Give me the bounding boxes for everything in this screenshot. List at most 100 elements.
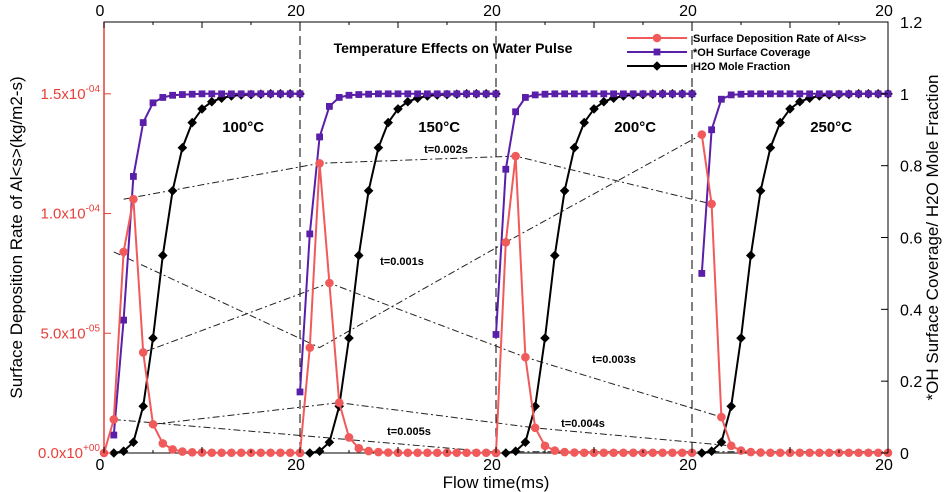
mole-fraction-point (393, 104, 403, 114)
mole-fraction-point (569, 142, 580, 153)
coverage-point (345, 91, 353, 99)
coverage-point (237, 90, 245, 98)
time-guide-line (123, 155, 712, 205)
deposition-point (854, 448, 863, 458)
x-tick-label-bottom: 20 (875, 457, 893, 474)
coverage-point (522, 94, 529, 101)
y-left-axis-title: Surface Deposition Rate of Al<s>(kg/m2-s… (7, 76, 26, 398)
coverage-point (865, 90, 872, 98)
y-left-tick-label: 1.5x10-04 (41, 84, 101, 103)
coverage-point (188, 90, 196, 98)
mole-fraction-point (589, 104, 599, 114)
deposition-point (256, 448, 266, 458)
deposition-point (266, 448, 275, 458)
mole-fraction-point (706, 446, 717, 457)
coverage-point (737, 90, 745, 98)
coverage-point (296, 388, 304, 396)
temperature-label: 150°C (418, 119, 460, 136)
deposition-point (403, 448, 413, 458)
mole-fraction-point (197, 104, 207, 114)
y-left-tick-label: 1.0x10-04 (41, 204, 101, 223)
coverage-point (610, 90, 617, 98)
coverage-point (463, 90, 470, 98)
legend-mole-fraction-label: H2O Mole Fraction (693, 61, 790, 73)
y-right-tick-label: 1.2 (900, 15, 922, 32)
time-guide-label: t=0.002s (424, 144, 468, 156)
deposition-point (726, 441, 736, 451)
deposition-point (462, 448, 471, 458)
deposition-point (619, 448, 628, 458)
coverage-point (806, 90, 813, 98)
time-guide-line (113, 134, 703, 349)
deposition-point (383, 448, 393, 457)
deposition-point (452, 448, 462, 458)
coverage-point (600, 90, 608, 98)
deposition-point (158, 439, 168, 448)
mole-fraction-point (187, 117, 197, 128)
deposition-point (717, 412, 726, 422)
deposition-point (815, 448, 824, 458)
mole-fraction-point (736, 333, 746, 343)
deposition-point (285, 448, 295, 458)
deposition-point (472, 448, 481, 458)
deposition-point (325, 278, 334, 288)
coverage-point (316, 133, 323, 141)
coverage-point (424, 90, 431, 98)
deposition-point (530, 423, 540, 433)
coverage-point (247, 90, 255, 98)
legend-mole-fraction-marker (652, 61, 662, 71)
mole-fraction-point (755, 186, 766, 196)
deposition-point (844, 448, 854, 458)
coverage-point (551, 90, 559, 98)
deposition-point (334, 398, 344, 408)
coverage-point (286, 90, 294, 98)
mole-fraction-point (324, 437, 335, 448)
deposition-point (413, 448, 422, 458)
deposition-point (795, 448, 805, 458)
mole-fraction-point (403, 96, 413, 107)
mole-fraction-point (207, 96, 217, 107)
coverage-point (708, 126, 715, 134)
deposition-point (129, 194, 138, 204)
y-right-axis-title: *OH Surface Coverage/ H2O Mole Fraction (923, 75, 942, 401)
deposition-point (344, 433, 354, 442)
coverage-point (825, 90, 833, 98)
legend: Surface Deposition Rate of Al<s> *OH Surf… (627, 33, 866, 73)
coverage-point (727, 91, 735, 99)
temperature-label: 100°C (222, 119, 264, 136)
deposition-point (481, 448, 491, 458)
x-tick-label-top: 20 (483, 3, 501, 20)
time-guide-label: t=0.001s (380, 256, 424, 268)
y-right-tick-label: 0.6 (900, 231, 922, 248)
coverage-point (541, 90, 549, 98)
coverage-point (443, 90, 451, 98)
deposition-point (707, 199, 716, 209)
coverage-point (208, 90, 216, 98)
x-tick-label-top: 0 (96, 3, 105, 20)
y-right-tick-label: 0.8 (900, 159, 922, 176)
mole-fraction-point (785, 104, 795, 114)
deposition-point (315, 158, 324, 168)
legend-deposition-marker (652, 33, 662, 43)
deposition-point (109, 415, 119, 424)
mole-fraction-point (354, 250, 364, 261)
deposition-point (746, 447, 756, 457)
deposition-point (521, 352, 530, 362)
mole-fraction-point (746, 250, 756, 261)
coverage-point (267, 90, 274, 98)
coverage-point (678, 90, 686, 98)
coverage-point (767, 90, 774, 98)
coverage-point (306, 230, 314, 238)
mole-fraction-point (128, 437, 139, 448)
mole-fraction-point (138, 401, 148, 412)
deposition-point (658, 448, 667, 458)
deposition-point (354, 443, 364, 453)
x-tick-label-top: 20 (679, 3, 697, 20)
coverage-point (512, 108, 519, 116)
coverage-point (874, 90, 882, 98)
mole-fraction-point (158, 250, 168, 261)
deposition-point (570, 448, 579, 457)
mole-fraction-point (177, 142, 188, 153)
deposition-point (374, 447, 383, 457)
deposition-point (677, 448, 687, 458)
